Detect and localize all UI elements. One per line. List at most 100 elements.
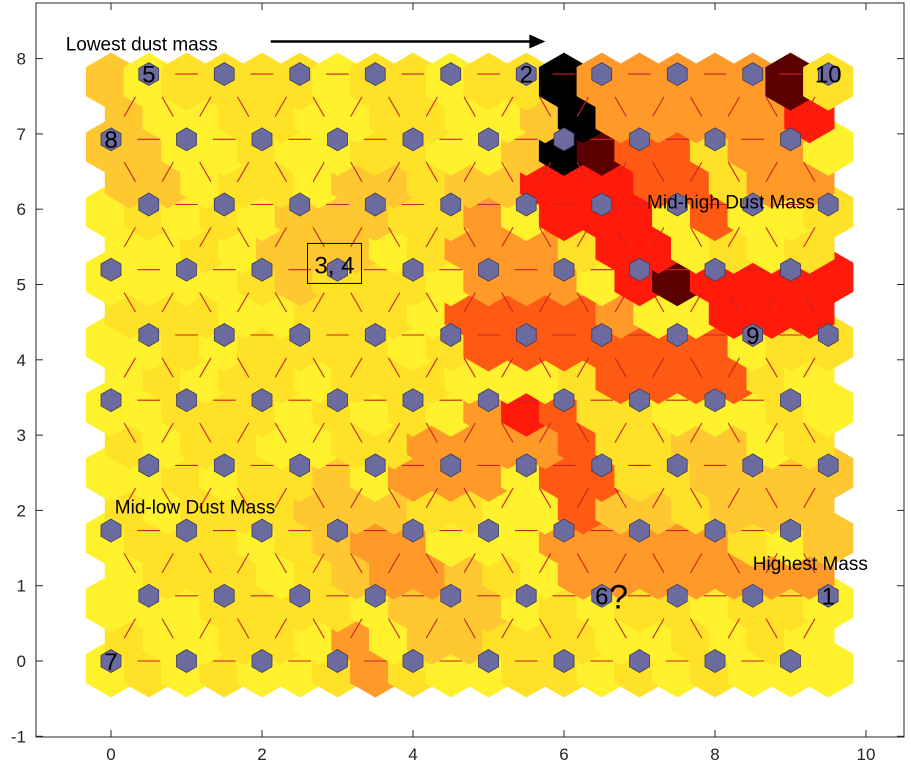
neuron-connector: [727, 161, 740, 182]
y-tick-label: 5: [17, 276, 26, 295]
y-tick-label: 2: [17, 501, 26, 520]
neuron-node: [704, 127, 726, 152]
neuron-connector: [727, 487, 740, 509]
node-number-label: 6: [595, 583, 608, 610]
neuron-connector: [803, 227, 816, 248]
y-axis-ticks: -1 0 1 2 3 4 5 6 7 8: [11, 50, 904, 746]
y-tick-label: 6: [17, 200, 26, 219]
y-tick-label: 8: [17, 50, 26, 69]
neuron-node: [742, 62, 764, 87]
neuron-connector: [161, 96, 174, 117]
neuron-connector: [614, 292, 627, 313]
neuron-connector: [237, 553, 250, 574]
neuron-connector: [350, 96, 363, 117]
boxed-node-label: 3, 4: [314, 252, 354, 279]
neuron-connector: [350, 618, 363, 639]
neuron-connector: [652, 618, 665, 639]
neuron-connector: [576, 553, 589, 574]
neuron-connector: [576, 161, 589, 182]
neuron-connector: [727, 292, 740, 313]
neuron-connector: [690, 487, 703, 509]
neuron-connector: [312, 357, 325, 378]
neuron-node: [478, 388, 499, 413]
neuron-connector: [727, 227, 740, 248]
neuron-node: [213, 323, 235, 347]
neuron-connector: [312, 553, 325, 574]
heat-cell: [85, 52, 137, 111]
neuron-connector: [463, 96, 476, 117]
neuron-node: [591, 192, 613, 217]
neuron-connector: [350, 357, 363, 378]
node-number-label: 2: [520, 62, 533, 89]
neuron-connector: [690, 553, 703, 574]
y-tick-label: 7: [17, 125, 26, 144]
neuron-connector: [123, 553, 136, 574]
neuron-node: [591, 453, 613, 478]
neuron-node: [817, 583, 839, 608]
x-axis-ticks: 0 2 4 6 8 10: [106, 3, 875, 764]
neuron-connector: [690, 357, 703, 378]
neuron-node: [138, 323, 160, 347]
y-tick-label: 1: [17, 577, 26, 596]
neuron-connector: [501, 96, 514, 117]
annotation-label: Mid-low Dust Mass: [115, 498, 275, 519]
neuron-connector: [199, 422, 212, 443]
neuron-connector: [727, 96, 740, 117]
neuron-node: [327, 649, 348, 673]
neuron-connector: [614, 553, 627, 574]
neuron-connector: [690, 96, 703, 117]
neuron-node: [327, 257, 348, 282]
neuron-node: [629, 649, 650, 673]
neuron-node: [138, 453, 160, 478]
x-tick-label: 6: [559, 745, 568, 764]
neuron-connector: [614, 357, 627, 378]
annotation-arrow-head: [529, 34, 546, 49]
neuron-node: [176, 649, 197, 673]
neuron-node: [327, 518, 348, 543]
neuron-connector: [803, 553, 816, 574]
neuron-connector: [237, 96, 250, 117]
neuron-connector: [501, 487, 514, 509]
neuron-node: [629, 518, 650, 543]
neuron-connector: [274, 96, 287, 117]
neuron-connector: [237, 357, 250, 378]
neuron-connector: [312, 96, 325, 117]
neuron-connector: [199, 292, 212, 313]
neuron-connector: [501, 618, 514, 639]
neuron-connector: [803, 161, 816, 182]
neuron-connector: [161, 357, 174, 378]
neuron-connector: [237, 292, 250, 313]
neuron-connector: [425, 227, 438, 248]
neuron-connector: [501, 227, 514, 248]
neuron-connector: [614, 487, 627, 509]
neuron-node: [440, 62, 462, 87]
annotation-label: Lowest dust mass: [66, 35, 218, 56]
heat-cell: [236, 52, 288, 111]
neuron-connector: [539, 422, 552, 443]
neuron-connector: [765, 618, 778, 639]
annotations: Lowest dust mass Mid-high Dust Mass Mid-lo…: [66, 34, 868, 676]
neuron-node: [440, 583, 462, 608]
neuron-connector: [765, 227, 778, 248]
neuron-node: [138, 583, 160, 608]
neuron-connector: [539, 357, 552, 378]
neuron-connector: [803, 357, 816, 378]
neuron-connector: [803, 422, 816, 443]
neuron-node: [251, 257, 273, 282]
heat-cell: [387, 52, 439, 111]
neuron-connector: [161, 422, 174, 443]
neuron-node: [704, 388, 726, 413]
node-number-label: 7: [104, 649, 117, 676]
neuron-connector: [161, 292, 174, 313]
neuron-connector: [463, 161, 476, 182]
neuron-connector: [237, 487, 250, 509]
neuron-node: [629, 127, 650, 152]
neuron-node: [515, 62, 537, 87]
neuron-connector: [199, 227, 212, 248]
neuron-connector: [199, 487, 212, 509]
neuron-connector: [727, 618, 740, 639]
neuron-connector: [727, 422, 740, 443]
neuron-node: [364, 453, 386, 478]
y-tick-label: 3: [17, 426, 26, 445]
